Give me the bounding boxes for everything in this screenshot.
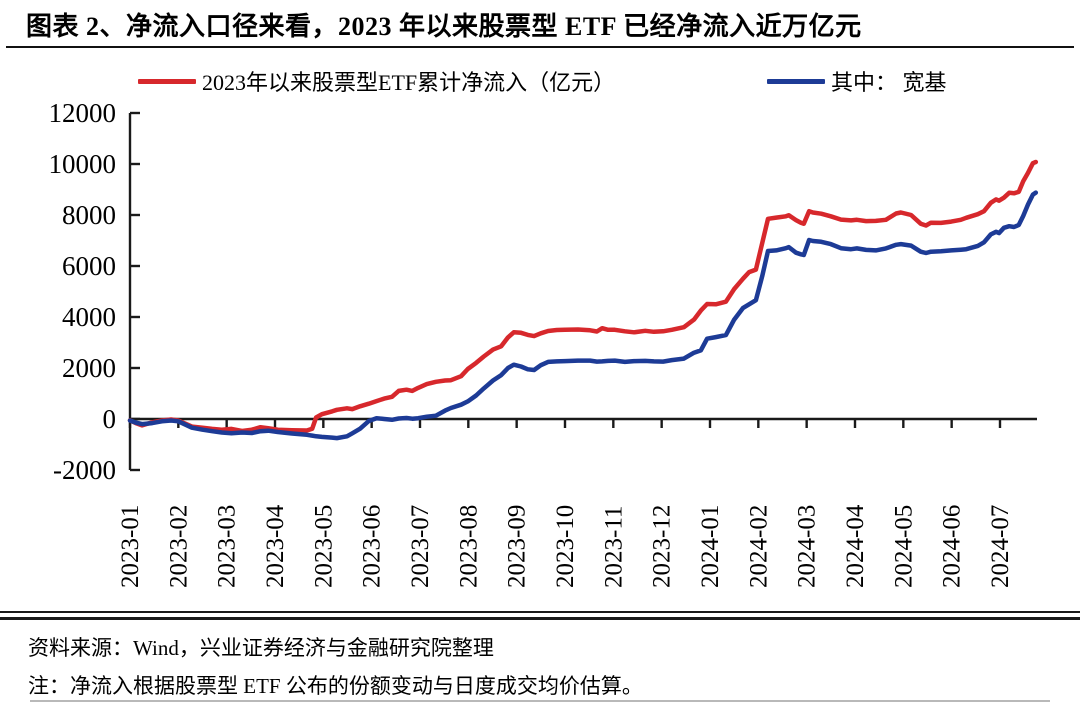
svg-text:2000: 2000	[62, 353, 116, 383]
svg-text:2023-08: 2023-08	[455, 505, 482, 588]
footer-divider-thick	[0, 617, 1080, 620]
svg-text:-2000: -2000	[53, 455, 116, 485]
svg-text:2023-11: 2023-11	[600, 506, 627, 588]
svg-text:2023-06: 2023-06	[359, 505, 386, 588]
legend-item-broad-base: 其中： 宽基	[767, 62, 947, 100]
bottom-partial-rule	[30, 700, 1050, 702]
svg-text:2023-10: 2023-10	[552, 505, 579, 588]
svg-text:2024-03: 2024-03	[794, 505, 821, 588]
figure-title: 图表 2、净流入口径来看，2023 年以来股票型 ETF 已经净流入近万亿元	[26, 12, 862, 41]
svg-text:2024-01: 2024-01	[697, 505, 724, 588]
svg-text:12000: 12000	[49, 98, 117, 128]
methodology-note: 注：净流入根据股票型 ETF 公布的份额变动与日度成交均价估算。	[28, 674, 643, 698]
red-line-swatch	[138, 78, 196, 84]
svg-text:2023-07: 2023-07	[407, 505, 434, 588]
svg-text:2023-09: 2023-09	[504, 505, 531, 588]
title-divider	[6, 46, 1074, 48]
svg-text:4000: 4000	[62, 302, 116, 332]
legend-item-cumulative-inflow: 2023年以来股票型ETF累计净流入（亿元）	[138, 62, 615, 100]
svg-text:10000: 10000	[49, 149, 117, 179]
legend-label-cumulative-inflow: 2023年以来股票型ETF累计净流入（亿元）	[202, 70, 616, 95]
svg-text:2024-05: 2024-05	[890, 505, 917, 588]
chart-legend: 2023年以来股票型ETF累计净流入（亿元） 其中： 宽基	[0, 62, 1080, 100]
svg-text:2024-06: 2024-06	[939, 505, 966, 588]
svg-text:8000: 8000	[62, 200, 116, 230]
svg-text:6000: 6000	[62, 251, 116, 281]
svg-text:2023-02: 2023-02	[165, 505, 192, 588]
svg-text:2023-01: 2023-01	[117, 505, 144, 588]
blue-line-swatch	[767, 78, 825, 84]
svg-text:2024-02: 2024-02	[745, 505, 772, 588]
svg-text:2023-03: 2023-03	[214, 505, 241, 588]
svg-text:0: 0	[103, 404, 117, 434]
svg-text:2023-04: 2023-04	[262, 504, 289, 588]
svg-text:2024-04: 2024-04	[842, 504, 869, 588]
svg-text:2023-05: 2023-05	[310, 505, 337, 588]
svg-text:2023-12: 2023-12	[649, 505, 676, 588]
svg-text:2024-07: 2024-07	[987, 505, 1014, 588]
data-source-note: 资料来源：Wind，兴业证券经济与金融研究院整理	[28, 636, 494, 660]
legend-label-broad-base: 其中： 宽基	[831, 70, 947, 95]
footer-divider-thin	[0, 611, 1080, 613]
